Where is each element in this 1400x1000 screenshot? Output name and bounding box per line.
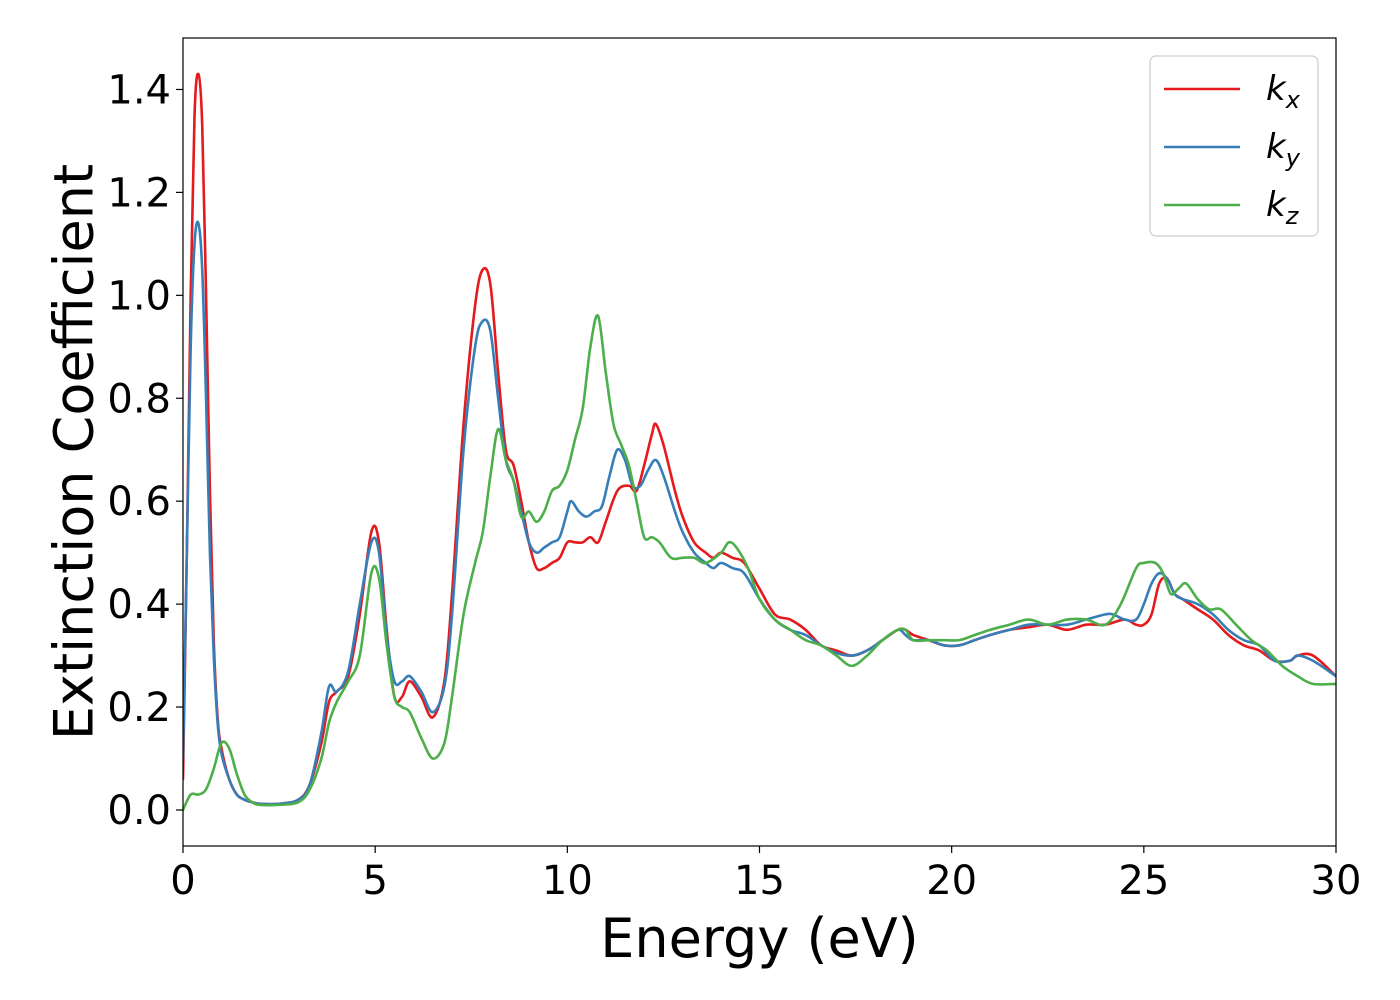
y-axis: 0.0 0.2 0.4 0.6 0.8 1.0 1.2 1.4: [107, 67, 183, 834]
y-tick-label: 0.0: [107, 788, 171, 834]
x-tick-label: 0: [170, 858, 195, 904]
x-axis: 0 5 10 15 20 25 30: [170, 846, 1361, 904]
y-tick-label: 0.8: [107, 376, 171, 422]
y-tick-label: 0.2: [107, 685, 171, 731]
legend-subscript: y: [1285, 144, 1301, 172]
series-layer: [183, 72, 1336, 812]
x-tick-label: 15: [734, 858, 785, 904]
y-axis-label: Extinction Coefficient: [43, 164, 106, 740]
legend-subscript: x: [1285, 86, 1301, 114]
x-tick-label: 30: [1311, 858, 1362, 904]
y-tick-label: 1.0: [107, 273, 171, 319]
x-tick-label: 5: [362, 858, 387, 904]
y-tick-label: 1.4: [107, 67, 171, 113]
y-tick-label: 1.2: [107, 170, 171, 216]
x-axis-label: Energy (eV): [600, 907, 919, 970]
y-tick-label: 0.4: [107, 582, 171, 628]
legend-subscript: z: [1285, 202, 1300, 230]
series-line-kz: [183, 314, 1336, 812]
y-tick-label: 0.6: [107, 479, 171, 525]
x-tick-label: 20: [926, 858, 977, 904]
x-tick-label: 25: [1118, 858, 1169, 904]
x-tick-label: 10: [542, 858, 593, 904]
